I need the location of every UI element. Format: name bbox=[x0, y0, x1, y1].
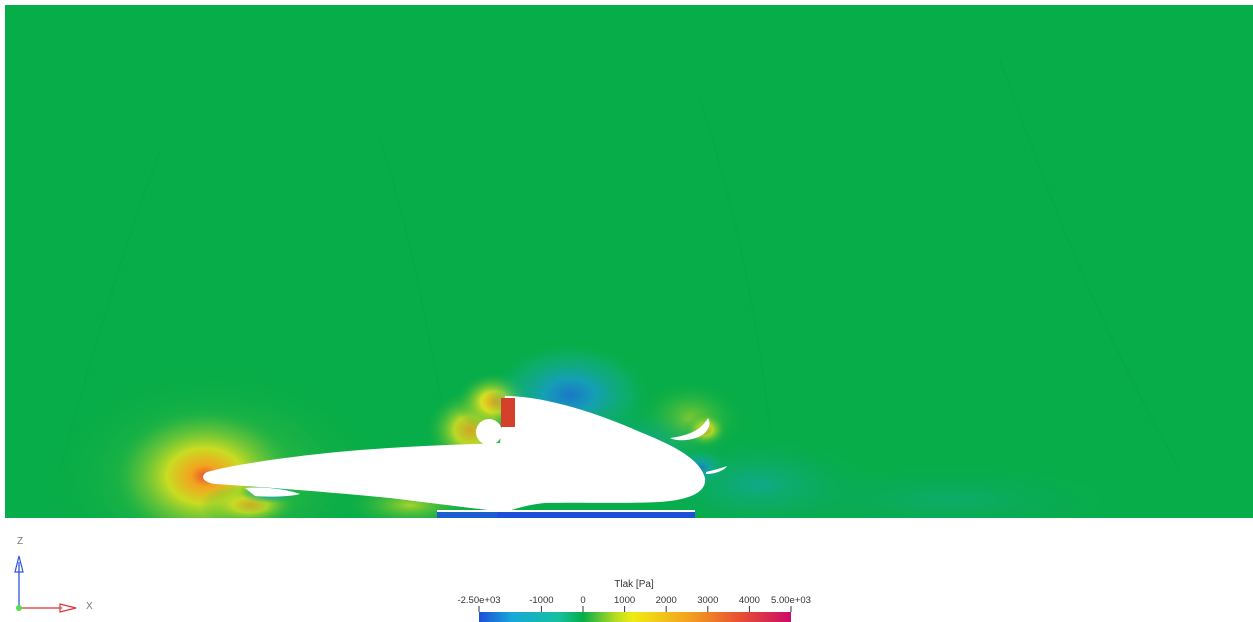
front-wing-element bbox=[245, 487, 300, 497]
colorbar-tick-label: 1000 bbox=[614, 595, 635, 606]
vehicle-geometry bbox=[203, 396, 727, 512]
colorbar-tick-label: 0 bbox=[580, 595, 585, 606]
colorbar-tick-label: -1000 bbox=[529, 595, 553, 606]
colorbar-tick-label: 5.00e+03 bbox=[771, 595, 811, 606]
colorbar-tick-label: 4000 bbox=[739, 595, 760, 606]
x-axis-label: X bbox=[86, 601, 93, 612]
colorbar-tick-label: -2.50e+03 bbox=[457, 595, 500, 606]
colorbar-title: Tlak [Pa] bbox=[614, 579, 654, 590]
ground-plane-line bbox=[437, 510, 695, 512]
colorbar-legend: Tlak [Pa] -2.50e+03 -1000 0 1000 2000 3000 400… bbox=[457, 579, 811, 622]
colorbar-tick-label: 3000 bbox=[697, 595, 718, 606]
z-axis-label: Z bbox=[17, 536, 23, 547]
rear-wing-upper bbox=[670, 418, 710, 441]
z-arrow-head-icon bbox=[14, 555, 24, 573]
rear-wing-lower bbox=[706, 466, 727, 474]
vehicle-body bbox=[203, 396, 706, 512]
roll-hoop-patch bbox=[501, 398, 515, 427]
x-arrow-head-icon bbox=[59, 603, 77, 613]
driver-helmet bbox=[476, 419, 502, 445]
axes-origin-icon bbox=[16, 605, 22, 611]
orientation-axes: Z X bbox=[14, 536, 93, 613]
colorbar-tick-label: 2000 bbox=[656, 595, 677, 606]
colorbar-gradient bbox=[479, 612, 791, 622]
